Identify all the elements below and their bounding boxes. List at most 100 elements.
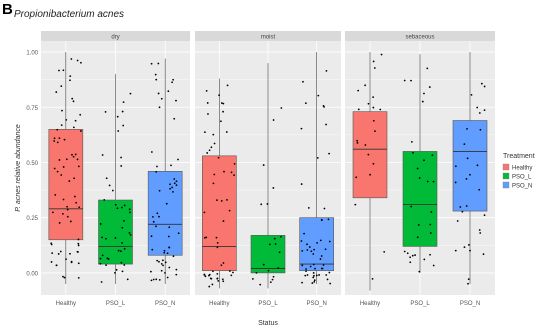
data-point <box>421 100 424 103</box>
data-point <box>300 183 303 185</box>
data-point <box>114 237 117 239</box>
data-point <box>175 268 178 271</box>
data-point <box>274 243 277 245</box>
box-sebaceous-Healthy <box>352 111 388 199</box>
y-axis-title: P. acnes relative abundance <box>15 124 22 212</box>
data-point <box>230 171 233 174</box>
data-point <box>428 86 431 88</box>
data-point <box>128 231 131 234</box>
data-point <box>277 267 280 269</box>
data-point <box>104 111 107 113</box>
data-point <box>77 262 80 265</box>
data-point <box>156 165 158 168</box>
data-point <box>423 159 425 162</box>
data-point <box>58 159 61 161</box>
data-point <box>163 249 166 252</box>
legend-key <box>502 172 510 180</box>
data-point <box>69 79 71 82</box>
box-sebaceous-PSO_L <box>402 151 438 247</box>
data-point <box>71 153 73 156</box>
data-point <box>317 94 320 97</box>
box-dry-Healthy <box>48 129 84 241</box>
data-point <box>273 237 276 240</box>
data-point <box>149 270 152 273</box>
data-point <box>53 140 56 142</box>
data-point <box>372 106 375 109</box>
data-point <box>175 273 178 276</box>
data-point <box>312 276 315 279</box>
data-point <box>129 233 132 236</box>
y-tick-label: 0.75 <box>26 106 38 112</box>
data-point <box>76 59 79 62</box>
data-point <box>483 214 486 217</box>
data-point <box>63 138 66 141</box>
data-point <box>129 92 132 95</box>
data-point <box>158 189 161 192</box>
facet-strip <box>41 31 190 41</box>
data-point <box>301 249 304 252</box>
data-point <box>169 187 171 190</box>
data-point <box>432 180 435 183</box>
data-point <box>266 203 269 205</box>
data-point <box>56 170 59 173</box>
data-point <box>156 259 159 262</box>
data-point <box>177 232 180 235</box>
data-point <box>367 153 370 156</box>
data-point <box>305 270 307 272</box>
data-point <box>260 203 263 206</box>
legend-label: Healthy <box>512 166 532 172</box>
data-point <box>69 220 72 223</box>
data-point <box>372 119 375 122</box>
box-moist-Healthy <box>202 155 237 272</box>
x-tick-label: PSO_N <box>460 301 480 307</box>
data-point <box>272 187 275 189</box>
data-point <box>454 249 457 252</box>
data-point <box>157 92 160 95</box>
data-point <box>122 124 125 127</box>
data-point <box>173 182 176 185</box>
data-point <box>158 278 161 281</box>
data-point <box>69 75 72 78</box>
data-point <box>175 184 178 186</box>
data-point <box>403 250 406 253</box>
data-point <box>418 270 421 273</box>
data-point <box>318 274 320 276</box>
data-point <box>306 274 309 276</box>
data-point <box>155 78 158 81</box>
data-point <box>167 90 170 93</box>
data-point <box>307 207 310 209</box>
data-point <box>208 149 211 152</box>
data-point <box>222 280 225 283</box>
data-point <box>364 144 367 146</box>
data-point <box>78 206 81 209</box>
data-point <box>105 177 108 180</box>
data-point <box>151 248 154 251</box>
data-point <box>406 252 409 255</box>
data-point <box>62 198 65 201</box>
data-point <box>323 105 325 108</box>
data-point <box>150 151 153 153</box>
data-point <box>262 164 265 166</box>
data-point <box>55 264 58 267</box>
data-point <box>72 100 75 103</box>
data-point <box>320 255 323 257</box>
data-point <box>309 265 312 268</box>
data-point <box>120 206 123 209</box>
data-point <box>59 250 62 253</box>
data-point <box>152 278 155 281</box>
data-point <box>77 165 80 168</box>
data-point <box>480 82 483 85</box>
data-point <box>217 280 220 282</box>
data-point <box>379 108 382 111</box>
data-point <box>468 244 470 246</box>
data-point <box>313 248 316 251</box>
data-point <box>280 235 282 238</box>
data-point <box>356 141 359 144</box>
data-point <box>383 250 386 253</box>
data-point <box>418 177 421 179</box>
data-point <box>410 140 413 143</box>
data-point <box>158 106 161 109</box>
data-point <box>467 282 469 285</box>
data-point <box>216 199 218 202</box>
